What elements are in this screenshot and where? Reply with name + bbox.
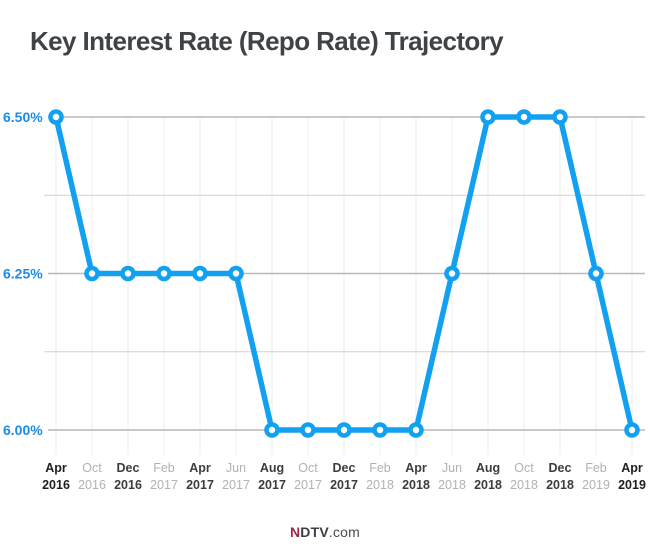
x-axis-year-label: 2017: [294, 478, 322, 492]
data-point-marker: [624, 422, 640, 438]
x-axis-year-label: 2019: [582, 478, 610, 492]
x-axis-month-label: Apr: [405, 461, 427, 475]
data-point-marker: [120, 265, 136, 282]
data-point-marker: [192, 265, 208, 282]
x-axis-year-label: 2018: [438, 478, 466, 492]
data-point-marker: [228, 265, 244, 282]
chart-title: Key Interest Rate (Repo Rate) Trajectory: [30, 26, 504, 56]
x-axis-month-label: Jun: [226, 461, 246, 475]
x-axis-year-label: 2018: [510, 478, 538, 492]
data-point-marker: [408, 422, 424, 438]
x-axis-year-label: 2018: [474, 478, 502, 492]
x-axis-year-label: 2016: [114, 478, 142, 492]
data-point-marker: [336, 422, 352, 438]
x-axis-month-label: Dec: [549, 461, 572, 475]
ndtv-logo-dtv: DTV: [300, 524, 329, 540]
x-axis-year-label: 2018: [402, 478, 430, 492]
x-axis-month-label: Aug: [476, 461, 500, 475]
y-axis-tick-label: 6.25%: [3, 266, 43, 282]
data-point-marker: [300, 422, 316, 438]
data-point-marker: [372, 422, 388, 438]
x-axis-month-label: Dec: [117, 461, 140, 475]
data-point-marker: [264, 422, 280, 438]
x-axis-year-label: 2018: [366, 478, 394, 492]
x-axis-year-label: 2017: [258, 478, 286, 492]
x-axis-year-label: 2017: [330, 478, 358, 492]
x-axis-month-label: Jun: [442, 461, 462, 475]
x-axis-month-label: Feb: [369, 461, 391, 475]
data-point-marker: [48, 109, 64, 125]
data-point-marker: [588, 265, 604, 282]
x-axis-month-label: Oct: [298, 461, 318, 475]
y-axis-tick-label: 6.00%: [3, 422, 43, 438]
x-axis-month-label: Feb: [585, 461, 607, 475]
x-axis-month-label: Aug: [260, 461, 284, 475]
y-axis-tick-label: 6.50%: [3, 109, 43, 125]
x-axis-month-label: Apr: [621, 461, 643, 475]
x-axis-month-label: Feb: [153, 461, 175, 475]
data-point-marker: [480, 109, 496, 125]
x-axis-year-label: 2016: [42, 478, 70, 492]
ndtv-logo-suffix: .com: [328, 524, 361, 540]
ndtv-logo-n: N: [289, 524, 301, 540]
data-point-marker: [516, 109, 532, 125]
x-axis-year-label: 2019: [618, 478, 646, 492]
x-axis-month-label: Dec: [333, 461, 356, 475]
data-point-marker: [552, 109, 568, 125]
x-axis-month-label: Oct: [514, 461, 534, 475]
x-axis-year-label: 2017: [222, 478, 250, 492]
x-axis-month-label: Apr: [189, 461, 211, 475]
data-point-marker: [84, 265, 100, 282]
x-axis-year-label: 2017: [186, 478, 214, 492]
x-axis-year-label: 2018: [546, 478, 574, 492]
x-axis-month-label: Oct: [82, 461, 102, 475]
x-axis-year-label: 2017: [150, 478, 178, 492]
x-axis-month-label: Apr: [45, 461, 67, 475]
ndtv-logo: NDTV.com: [0, 524, 650, 540]
x-axis-year-label: 2016: [78, 478, 106, 492]
data-point-marker: [156, 265, 172, 282]
data-point-marker: [444, 265, 460, 282]
